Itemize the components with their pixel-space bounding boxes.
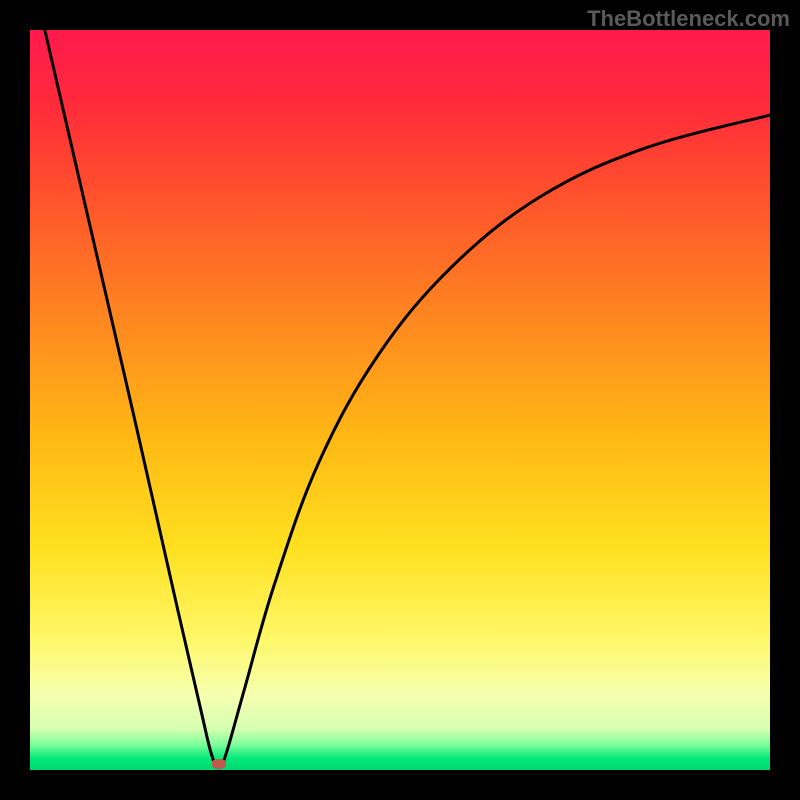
watermark-text: TheBottleneck.com: [587, 6, 790, 32]
minimum-marker: [212, 759, 226, 769]
plot-area: [30, 30, 770, 770]
chart-container: TheBottleneck.com: [0, 0, 800, 800]
